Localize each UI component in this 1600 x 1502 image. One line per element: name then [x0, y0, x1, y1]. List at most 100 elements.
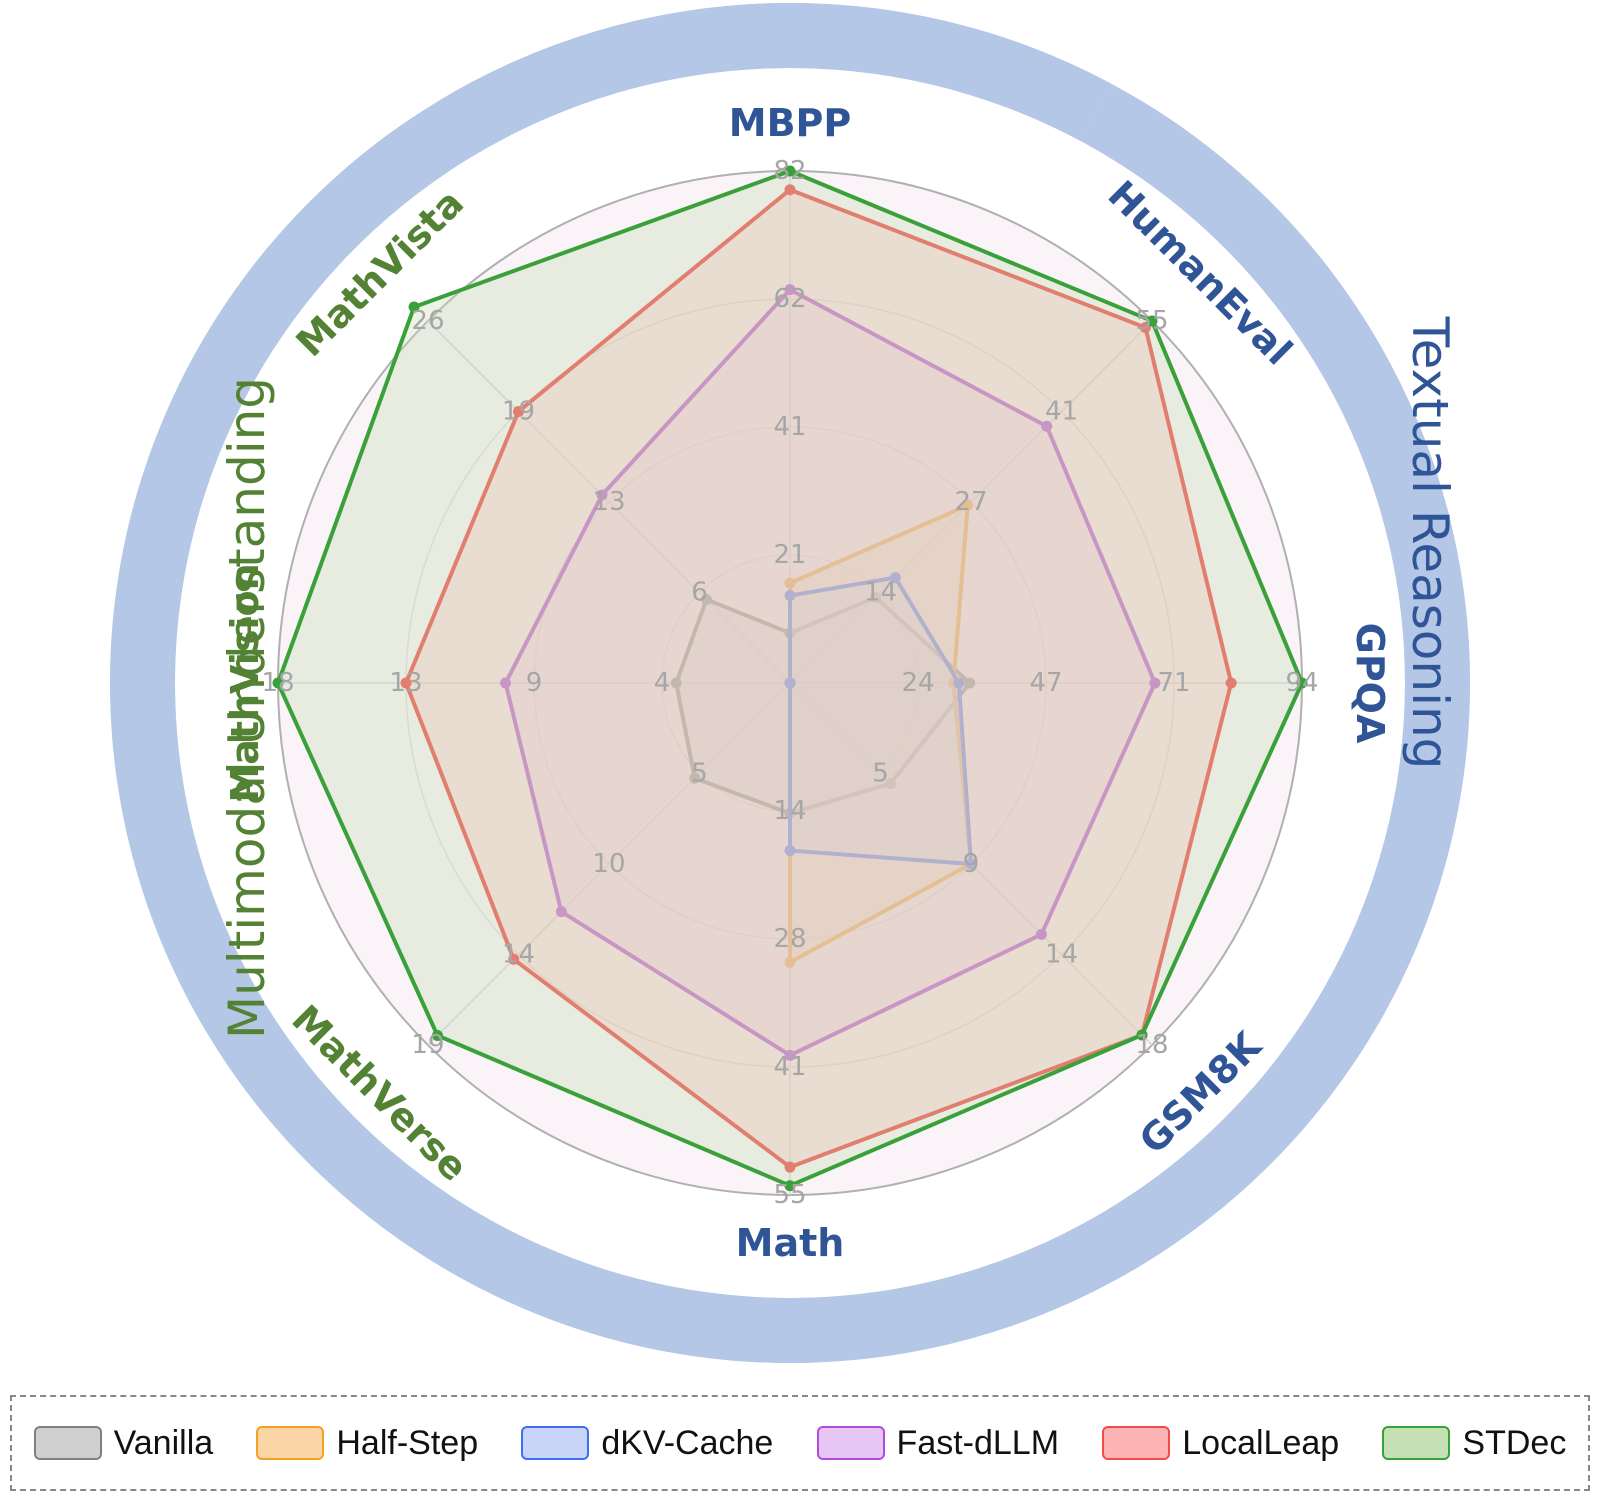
legend-item-half-step[interactable]: Half-Step — [256, 1424, 478, 1463]
legend-swatch-half-step — [256, 1426, 325, 1460]
axis-label-math: Math — [736, 1221, 845, 1265]
point-stdec-math — [784, 1180, 796, 1192]
tick-mbpp-1: 21 — [773, 540, 806, 570]
spoke-mathverse — [427, 682, 791, 1046]
legend-item-stdec[interactable]: STDec — [1382, 1424, 1566, 1463]
point-stdec-gpqa — [1296, 677, 1308, 689]
tick-math-4: 55 — [773, 1180, 806, 1210]
tick-mathvision-2: 9 — [526, 668, 543, 698]
tick-math-2: 28 — [773, 924, 806, 954]
tick-mathverse-2: 10 — [592, 849, 625, 879]
band-textual-reasoning-upper — [437, 3, 1112, 157]
point-fast-dllm-mathverse — [555, 906, 567, 918]
radar-series — [272, 165, 1308, 1192]
legend-label-fast-dllm: Fast-dLLM — [896, 1423, 1060, 1462]
tick-gsm8k-3: 14 — [1045, 940, 1078, 970]
point-vanilla-humaneval — [870, 591, 882, 603]
axis-label-mbpp: MBPP — [729, 101, 851, 145]
point-stdec-mbpp — [784, 165, 796, 177]
tick-mathvista-3: 19 — [502, 396, 535, 426]
legend-swatch-localleap — [1102, 1426, 1171, 1460]
group-bands — [109, 2, 1470, 1364]
series-stdec — [272, 165, 1308, 1192]
tick-gsm8k-2: 9 — [963, 849, 980, 879]
point-stdec-humaneval — [1146, 315, 1158, 327]
tick-math-3: 41 — [773, 1052, 806, 1082]
legend-item-localleap[interactable]: LocalLeap — [1102, 1424, 1339, 1463]
tick-humaneval-2: 27 — [954, 487, 987, 517]
point-half-step-mbpp — [784, 577, 796, 589]
legend-label-vanilla: Vanilla — [113, 1423, 214, 1462]
tick-gpqa-2: 47 — [1029, 668, 1062, 698]
spoke-mathvista — [427, 320, 791, 684]
point-dkv-cache-math — [784, 845, 796, 857]
legend-item-fast-dllm[interactable]: Fast-dLLM — [816, 1423, 1060, 1463]
tick-gpqa-3: 71 — [1157, 668, 1190, 698]
point-fast-dllm-mathvision — [500, 677, 512, 689]
point-dkv-cache-gpqa — [953, 677, 965, 689]
point-localleap-mathvision — [400, 677, 412, 689]
tick-mathvista-4: 26 — [411, 306, 444, 336]
tick-mbpp-3: 62 — [773, 284, 806, 314]
legend-swatch-stdec — [1382, 1426, 1451, 1460]
point-vanilla-gsm8k — [885, 778, 897, 790]
point-vanilla-mathverse — [689, 772, 701, 784]
legend-swatch-vanilla — [33, 1426, 102, 1460]
point-stdec-mathvista — [408, 301, 420, 313]
point-dkv-cache-mbpp — [784, 590, 796, 602]
group-labels: Textual Reasoning Multimodal Understandin… — [218, 316, 1459, 1039]
group-label-multimodal-understanding: Multimodal Understanding — [218, 377, 276, 1039]
point-dkv-cache-mathvista — [784, 677, 796, 689]
legend-label-half-step: Half-Step — [336, 1423, 479, 1462]
tick-mbpp-2: 41 — [773, 412, 806, 442]
series-dkv-cache — [784, 572, 977, 870]
tick-gsm8k-1: 5 — [872, 759, 889, 789]
axis-label-mathvision: MathVision — [223, 563, 267, 802]
tick-math-1: 14 — [773, 796, 806, 826]
point-stdec-mathvision — [272, 677, 284, 689]
tick-mathverse-4: 19 — [411, 1030, 444, 1060]
tick-mbpp-4: 82 — [773, 156, 806, 186]
series-fast-dllm — [500, 284, 1161, 1061]
group-label-textual-reasoning: Textual Reasoning — [1401, 316, 1459, 770]
tick-mathvista-2: 13 — [592, 487, 625, 517]
tick-mathvista-1: 6 — [691, 577, 708, 607]
legend-swatch-dkv-cache — [521, 1426, 590, 1460]
tick-gpqa-1: 24 — [901, 668, 934, 698]
axis-label-gpqa: GPQA — [1348, 623, 1392, 744]
tick-mathvision-1: 4 — [654, 668, 671, 698]
point-localleap-gpqa — [1225, 677, 1237, 689]
tick-mathvision-3: 13 — [389, 668, 422, 698]
point-fast-dllm-gpqa — [1149, 677, 1161, 689]
point-dkv-cache-humaneval — [889, 572, 901, 584]
point-fast-dllm-humaneval — [1041, 420, 1053, 432]
point-fast-dllm-mbpp — [784, 284, 796, 296]
legend: Vanilla Half-Step dKV-Cache Fast-dLLM Lo… — [10, 1395, 1590, 1491]
point-half-step-humaneval — [962, 499, 974, 511]
point-fast-dllm-mathvista — [596, 489, 608, 501]
legend-label-dkv-cache: dKV-Cache — [601, 1423, 774, 1462]
tick-mathverse-1: 5 — [691, 759, 708, 789]
point-fast-dllm-math — [784, 1049, 796, 1061]
tick-gpqa-4: 94 — [1285, 668, 1318, 698]
point-vanilla-mathvista — [700, 593, 712, 605]
tick-humaneval-3: 41 — [1045, 396, 1078, 426]
point-vanilla-mathvision — [670, 677, 682, 689]
point-vanilla-gpqa — [964, 677, 976, 689]
point-localleap-mbpp — [784, 184, 796, 196]
legend-item-dkv-cache[interactable]: dKV-Cache — [521, 1424, 773, 1463]
point-localleap-mathverse — [508, 953, 520, 965]
point-fast-dllm-gsm8k — [1035, 928, 1047, 940]
point-localleap-mathvista — [512, 405, 524, 417]
point-stdec-gsm8k — [1136, 1029, 1148, 1041]
legend-item-vanilla[interactable]: Vanilla — [33, 1423, 214, 1463]
point-stdec-mathverse — [431, 1030, 443, 1042]
tick-mathvision-4: 18 — [261, 668, 294, 698]
point-half-step-math — [784, 956, 796, 968]
legend-swatch-fast-dllm — [816, 1426, 885, 1460]
tick-gsm8k-4: 18 — [1135, 1030, 1168, 1060]
point-localleap-math — [784, 1161, 796, 1173]
radar-chart: Textual Reasoning Multimodal Understandin… — [109, 2, 1470, 1364]
point-dkv-cache-gsm8k — [965, 858, 977, 870]
